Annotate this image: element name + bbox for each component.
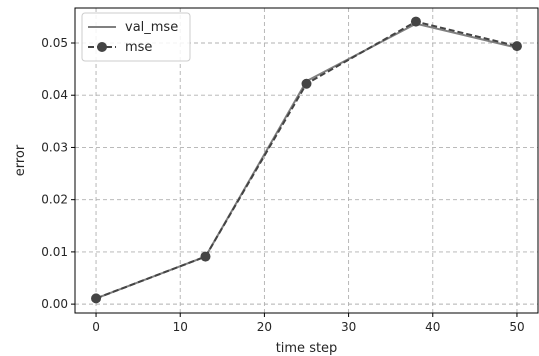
data-point-mse — [411, 17, 421, 27]
data-point-mse — [302, 79, 312, 89]
y-tick-label: 0.02 — [41, 193, 68, 207]
x-tick-label: 10 — [173, 320, 188, 334]
x-tick-label: 20 — [257, 320, 272, 334]
y-axis-label: error — [13, 144, 28, 176]
series-line-mse — [96, 22, 517, 299]
legend: val_mse mse — [82, 13, 190, 61]
series-line-val-mse — [96, 24, 517, 299]
y-tick-label: 0.04 — [41, 88, 68, 102]
y-tick-label: 0.05 — [41, 36, 68, 50]
x-tick-label: 50 — [509, 320, 524, 334]
data-point-mse — [512, 41, 522, 51]
legend-marker-mse — [97, 42, 107, 52]
x-tick-label: 40 — [425, 320, 440, 334]
data-point-mse — [91, 293, 101, 303]
x-tick-label: 0 — [92, 320, 100, 334]
legend-label-mse: mse — [125, 40, 152, 55]
x-axis-label: time step — [276, 341, 338, 356]
y-tick-label: 0.00 — [41, 297, 68, 311]
data-point-mse — [200, 252, 210, 262]
x-tick-label: 30 — [341, 320, 356, 334]
y-tick-label: 0.01 — [41, 245, 68, 259]
ticks: 0 10 20 30 40 50 0.00 0.01 0.02 0.03 0.04 0.05 — [41, 36, 524, 334]
legend-label-val-mse: val_mse — [125, 20, 178, 35]
y-tick-label: 0.03 — [41, 140, 68, 154]
